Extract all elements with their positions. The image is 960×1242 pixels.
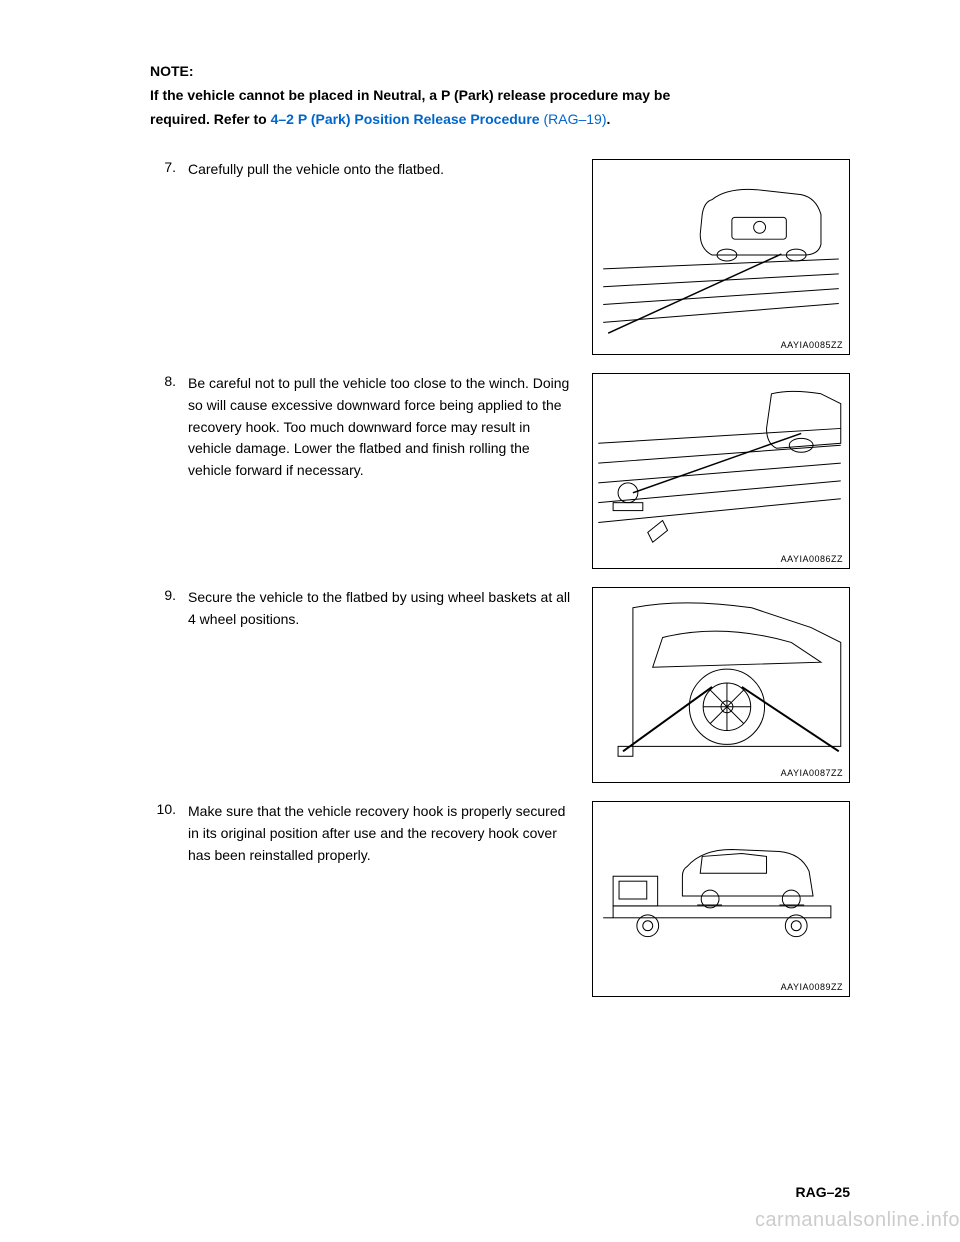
note-block: NOTE: If the vehicle cannot be placed in… bbox=[150, 60, 850, 131]
park-release-link[interactable]: 4–2 P (Park) Position Release Procedure bbox=[271, 111, 540, 127]
step-number: 10. bbox=[150, 801, 188, 817]
page-number: RAG–25 bbox=[796, 1184, 850, 1200]
figure-caption: AAYIA0087ZZ bbox=[781, 768, 843, 778]
step-text: Secure the vehicle to the flatbed by usi… bbox=[188, 587, 592, 630]
step-9: 9. Secure the vehicle to the flatbed by … bbox=[150, 587, 850, 783]
step-text: Make sure that the vehicle recovery hook… bbox=[188, 801, 592, 866]
step-8: 8. Be careful not to pull the vehicle to… bbox=[150, 373, 850, 569]
vehicle-flatbed-pull-icon bbox=[593, 160, 849, 354]
step-text: Carefully pull the vehicle onto the flat… bbox=[188, 159, 592, 181]
step-number: 8. bbox=[150, 373, 188, 389]
figure-caption: AAYIA0086ZZ bbox=[781, 554, 843, 564]
step-number: 7. bbox=[150, 159, 188, 175]
step-number: 9. bbox=[150, 587, 188, 603]
vehicle-on-flatbed-truck-icon bbox=[593, 802, 849, 996]
figure-caption: AAYIA0085ZZ bbox=[781, 340, 843, 350]
wheel-basket-secure-icon bbox=[593, 588, 849, 782]
vehicle-winch-close-icon bbox=[593, 374, 849, 568]
figure-10: AAYIA0089ZZ bbox=[592, 801, 850, 997]
step-text: Be careful not to pull the vehicle too c… bbox=[188, 373, 592, 481]
figure-7: AAYIA0085ZZ bbox=[592, 159, 850, 355]
note-line2-prefix: required. Refer to bbox=[150, 111, 271, 127]
figure-caption: AAYIA0089ZZ bbox=[781, 982, 843, 992]
step-10: 10. Make sure that the vehicle recovery … bbox=[150, 801, 850, 997]
note-line2: required. Refer to 4–2 P (Park) Position… bbox=[150, 108, 850, 132]
note-line1: If the vehicle cannot be placed in Neutr… bbox=[150, 84, 850, 108]
watermark: carmanualsonline.info bbox=[755, 1209, 960, 1232]
note-period: . bbox=[607, 111, 611, 127]
page-content: NOTE: If the vehicle cannot be placed in… bbox=[0, 0, 960, 1055]
park-release-ref[interactable]: (RAG–19) bbox=[540, 111, 607, 127]
note-title: NOTE: bbox=[150, 60, 850, 84]
figure-9: AAYIA0087ZZ bbox=[592, 587, 850, 783]
figure-8: AAYIA0086ZZ bbox=[592, 373, 850, 569]
step-7: 7. Carefully pull the vehicle onto the f… bbox=[150, 159, 850, 355]
